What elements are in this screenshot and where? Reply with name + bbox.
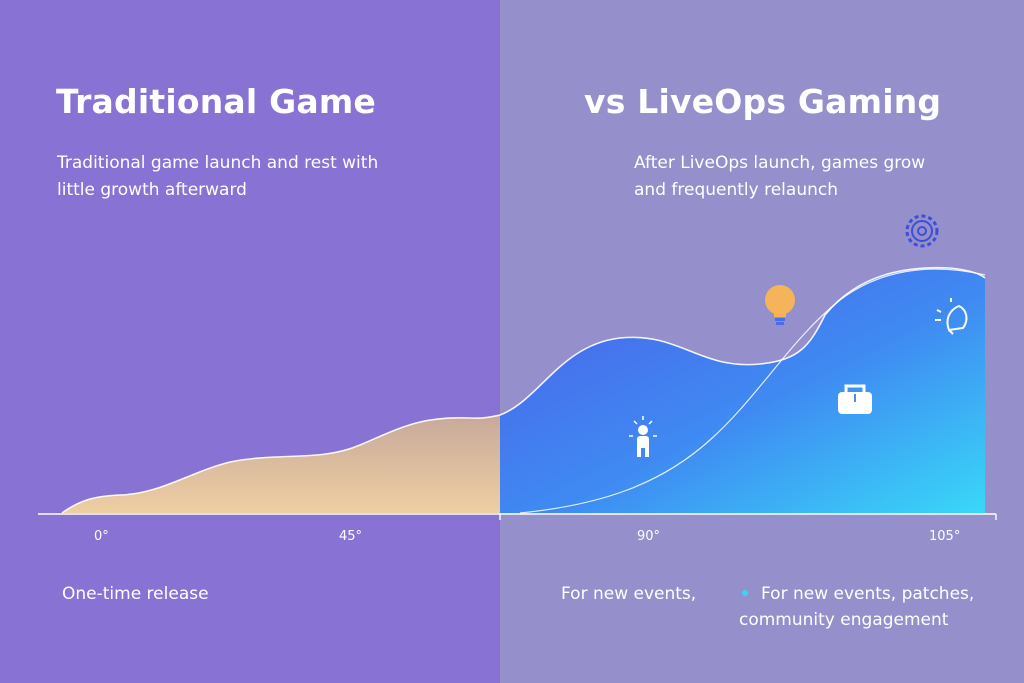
lightbulb-icon bbox=[765, 285, 795, 325]
axis-tick-label: 0° bbox=[94, 529, 109, 544]
axis-tick-label: 45° bbox=[339, 529, 363, 544]
right-caption-long: For new events, patches, community engag… bbox=[739, 584, 975, 630]
growth-curve bbox=[61, 266, 986, 514]
rocket-icon bbox=[935, 298, 968, 335]
left-title: Traditional Game bbox=[56, 82, 377, 121]
shopping-bag-icon bbox=[838, 384, 872, 414]
right-subtitle: After LiveOps launch, games grow and fre… bbox=[634, 153, 926, 200]
right-caption-short: For new events, bbox=[561, 584, 697, 604]
axis-tick-label: 90° bbox=[637, 529, 661, 544]
axis-tick-label: 105° bbox=[929, 529, 961, 544]
traditional-area bbox=[62, 415, 500, 513]
left-caption: One-time release bbox=[62, 584, 209, 604]
left-panel bbox=[0, 0, 500, 683]
liveops-area bbox=[500, 267, 985, 513]
right-title: vs LiveOps Gaming bbox=[584, 82, 942, 121]
gear-icon bbox=[905, 214, 939, 248]
person-icon bbox=[629, 416, 657, 457]
relaunch-curve bbox=[519, 268, 986, 514]
left-subtitle: Traditional game launch and rest with li… bbox=[57, 153, 379, 200]
bullet-dot bbox=[742, 590, 748, 596]
